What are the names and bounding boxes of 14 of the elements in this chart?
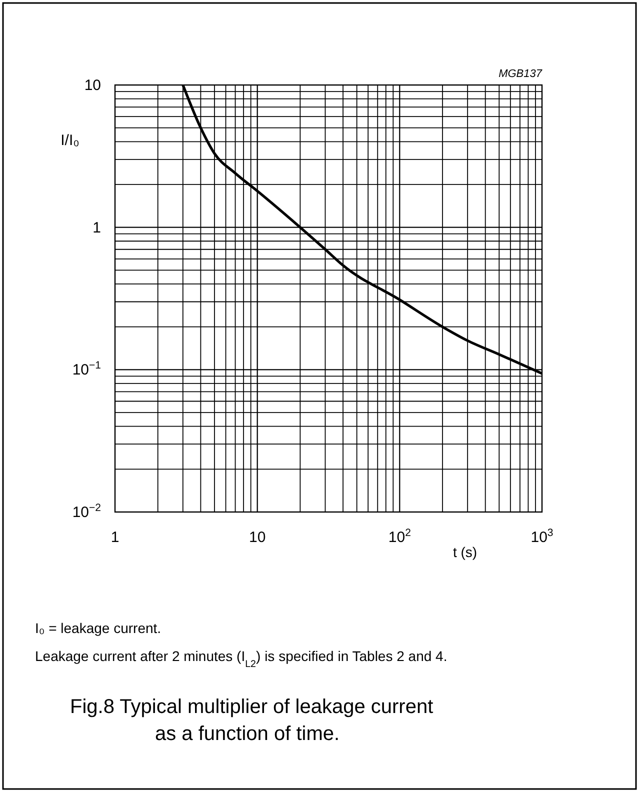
text: Leakage current after 2 minutes (I$_{L2}$) is specified in Tables 2 and 4. — [35, 648, 448, 670]
y-tick-label: 10 — [84, 77, 101, 94]
x-tick-label: 10$^{3}$ — [530, 527, 554, 546]
text: Fig.8 Typical multiplier of leakage current as a function of time. — [70, 696, 434, 745]
y-tick-label: 10$^{−1}$ — [72, 360, 102, 379]
text: MGB137 — [498, 68, 543, 80]
y-tick-label: 1 — [92, 219, 101, 236]
x-tick-label: 1 — [110, 529, 120, 546]
y-tick-label: 10$^{−2}$ — [72, 502, 102, 521]
x-axis-title: t (s) — [452, 544, 478, 560]
x-tick-label: 10$^{2}$ — [388, 527, 412, 546]
x-tick-label: 10 — [248, 529, 266, 546]
y-axis-title: I/I₀ — [60, 132, 80, 149]
text: I₀ = leakage current. — [35, 620, 162, 636]
